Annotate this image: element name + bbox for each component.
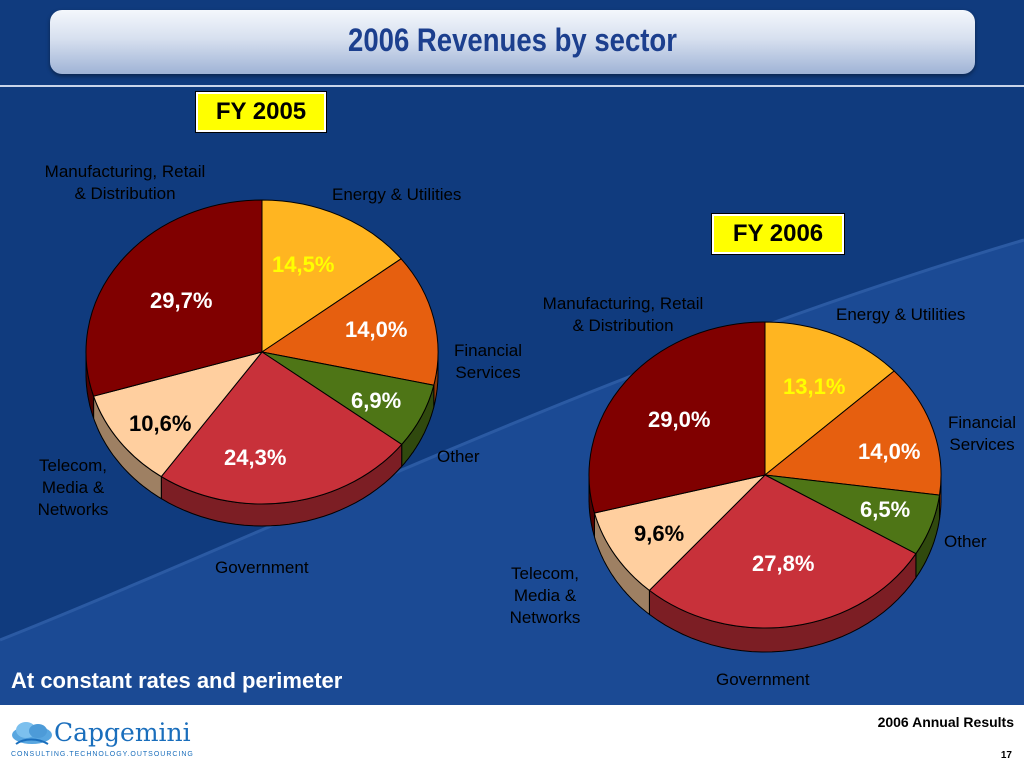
fy2005-other-label: Other	[437, 447, 480, 466]
logo-tagline: CONSULTING.TECHNOLOGY.OUTSOURCING	[11, 751, 194, 758]
fy2006-manufacturing-slice	[588, 321, 766, 514]
pie-chart-fy2006	[588, 321, 942, 653]
fy2006-energy-slice	[764, 321, 895, 477]
fy2005-other-value: 6,9%	[351, 388, 402, 413]
fy2006-financial-label: Financial Services	[947, 413, 1017, 454]
pie-chart-fy2005	[85, 199, 439, 527]
fy2006-telecom-value: 9,6%	[634, 521, 685, 546]
fy2005-manufacturing-label: Manufacturing, Retail & Distribution	[44, 162, 206, 203]
footer-title: 2006 Annual Results	[877, 714, 1014, 730]
fy2005-telecom-label: Telecom, Media & Networks	[37, 456, 109, 519]
fy2006-other-label: Other	[944, 532, 987, 551]
fy2006-other-value: 6,5%	[860, 497, 911, 522]
fy2006-energy-label: Energy & Utilities	[836, 305, 966, 324]
fy2005-financial-value: 14,0%	[345, 317, 408, 342]
footnote: At constant rates and perimeter	[11, 668, 343, 693]
fy2005-financial-slice	[260, 258, 439, 386]
fy2006-government-value: 27,8%	[752, 551, 815, 576]
fy2005-manufacturing-value: 29,7%	[150, 288, 213, 313]
fy2006-financial-value: 14,0%	[858, 439, 921, 464]
fy2005-energy-value: 14,5%	[272, 252, 335, 277]
fy2006-telecom-label: Telecom, Media & Networks	[509, 564, 581, 627]
fy2005-government-value: 24,3%	[224, 445, 287, 470]
fy2005-telecom-slice	[92, 351, 264, 478]
fy2006-manufacturing-label: Manufacturing, Retail & Distribution	[542, 294, 704, 335]
fy2006-energy-value: 13,1%	[783, 374, 846, 399]
fy2006-financial-slice	[763, 370, 942, 496]
page-number: 17	[1000, 750, 1012, 761]
fy2005-energy-slice	[261, 199, 402, 353]
logo-wordmark: Capgemini	[54, 718, 191, 747]
fy2006-label: FY 2006	[711, 213, 845, 255]
fy2006-government-label: Government	[716, 670, 810, 689]
fy2006-government-slice	[648, 474, 917, 629]
fy2005-telecom-value: 10,6%	[129, 411, 192, 436]
capgemini-logo: Capgemini CONSULTING.TECHNOLOGY.OUTSOURC…	[10, 718, 193, 762]
content-panel: 2006 Revenues by sector FY 2005 FY 2006 …	[0, 0, 1024, 705]
fy2005-government-slice	[160, 351, 403, 505]
fy2005-financial-label: Financial Services	[453, 341, 523, 382]
cloud-icon	[12, 722, 52, 745]
title-bar: 2006 Revenues by sector	[50, 10, 975, 74]
header-rule	[0, 85, 1024, 87]
fy2005-manufacturing-slice	[85, 199, 263, 397]
fy2006-manufacturing-value: 29,0%	[648, 407, 711, 432]
fy2005-energy-label: Energy & Utilities	[332, 185, 462, 204]
page-title: 2006 Revenues by sector	[348, 22, 677, 58]
fy2005-label: FY 2005	[195, 91, 327, 133]
fy2005-government-label: Government	[215, 558, 309, 577]
